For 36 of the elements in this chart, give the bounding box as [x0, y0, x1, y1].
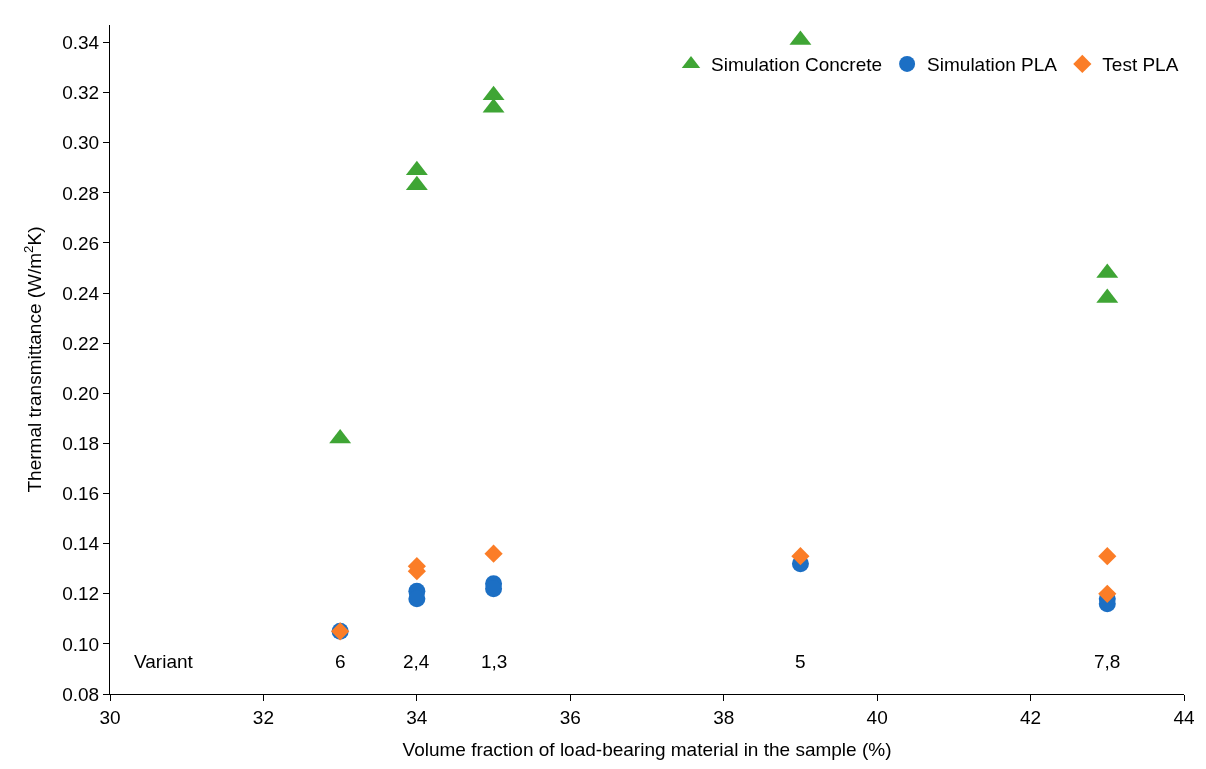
point [484, 544, 503, 563]
annotation: 1,3 [481, 651, 508, 672]
annotation: 5 [795, 651, 806, 672]
annotation: 7,8 [1094, 651, 1121, 672]
point [1098, 584, 1117, 603]
annotation: Variant [134, 651, 194, 672]
y-tick-label: 0.20 [62, 382, 100, 404]
legend-label: Simulation PLA [927, 54, 1058, 76]
point [791, 547, 810, 566]
y-tick-label: 0.18 [62, 433, 100, 455]
y-tick-label: 0.24 [62, 282, 100, 304]
y-tick-label: 0.08 [62, 683, 100, 705]
x-axis-title: Volume fraction of load-bearing material in the sample (%) [402, 738, 892, 760]
legend-label: Test PLA [1102, 54, 1179, 76]
y-tick-label: 0.12 [62, 583, 100, 605]
annotation: 6 [335, 651, 346, 672]
y-tick-label: 0.32 [62, 82, 100, 104]
x-tick-label: 30 [99, 706, 121, 728]
x-tick-label: 44 [1173, 706, 1195, 728]
y-tick-label: 0.28 [62, 182, 100, 204]
y-tick-label: 0.26 [62, 232, 100, 254]
y-tick-label: 0.14 [62, 533, 100, 555]
point [1098, 547, 1117, 566]
x-tick-label: 38 [713, 706, 735, 728]
x-tick-label: 36 [559, 706, 581, 728]
y-tick-label: 0.16 [62, 483, 100, 505]
y-tick-label: 0.10 [62, 633, 100, 655]
x-tick-label: 42 [1020, 706, 1042, 728]
y-tick-label: 0.22 [62, 332, 100, 354]
annotation: 2,4 [403, 651, 430, 672]
legend-label: Simulation Concrete [711, 54, 883, 76]
x-tick-label: 40 [866, 706, 888, 728]
x-tick-label: 32 [252, 706, 274, 728]
y-tick-label: 0.34 [62, 32, 100, 54]
x-tick-label: 34 [406, 706, 428, 728]
y-tick-label: 0.30 [62, 132, 100, 154]
